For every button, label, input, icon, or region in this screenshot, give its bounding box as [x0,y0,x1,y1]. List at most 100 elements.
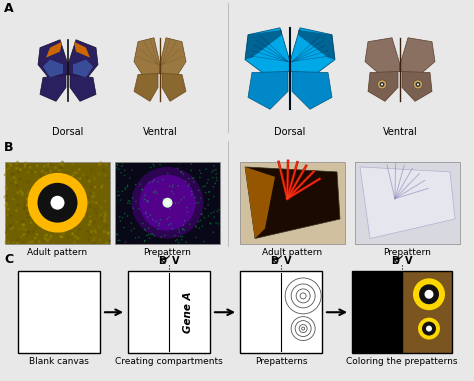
Circle shape [54,220,57,223]
Text: Dorsal: Dorsal [274,127,306,137]
Circle shape [51,171,54,174]
Circle shape [65,161,68,164]
Circle shape [17,218,20,221]
Circle shape [58,228,61,231]
Circle shape [73,179,76,182]
Circle shape [210,223,211,225]
Circle shape [200,197,201,199]
Circle shape [67,165,70,168]
Circle shape [15,175,18,178]
Circle shape [138,237,140,238]
Circle shape [9,181,12,184]
Circle shape [9,162,12,165]
Circle shape [80,184,83,187]
Circle shape [132,207,134,209]
Polygon shape [368,72,398,101]
Text: Adult pattern: Adult pattern [27,248,88,258]
Circle shape [166,218,168,220]
Circle shape [116,233,117,235]
Circle shape [108,178,111,181]
Circle shape [144,195,146,196]
Circle shape [64,172,67,175]
Circle shape [207,179,209,181]
Circle shape [97,169,100,171]
Circle shape [153,191,155,193]
Circle shape [177,168,179,169]
Circle shape [122,217,123,218]
Circle shape [8,241,10,243]
Circle shape [135,184,137,186]
Circle shape [108,201,110,204]
Circle shape [31,188,34,191]
Text: Gene A: Gene A [183,291,193,333]
Circle shape [46,185,50,188]
Circle shape [64,210,66,213]
Circle shape [79,176,82,179]
Circle shape [210,213,212,214]
Circle shape [208,215,209,217]
Bar [115,162,220,243]
Circle shape [65,162,68,165]
Polygon shape [40,75,66,101]
Circle shape [48,228,51,231]
Circle shape [182,173,184,175]
Circle shape [79,169,82,172]
Circle shape [93,180,97,183]
Text: D: D [391,256,399,266]
Circle shape [178,242,180,243]
Circle shape [100,200,102,203]
Circle shape [31,174,34,177]
Circle shape [16,186,19,189]
Text: C: C [4,253,13,266]
Text: V: V [172,256,180,266]
Circle shape [131,167,203,239]
Circle shape [80,176,83,179]
Circle shape [78,193,81,196]
Circle shape [148,182,150,183]
Circle shape [124,170,126,171]
Circle shape [98,215,101,218]
Circle shape [12,173,15,176]
Circle shape [153,179,155,181]
Circle shape [46,220,49,223]
Polygon shape [290,28,335,75]
Circle shape [210,223,211,224]
Circle shape [103,173,107,176]
Polygon shape [245,30,282,59]
Circle shape [35,200,38,203]
Circle shape [11,242,14,245]
Circle shape [422,322,436,336]
Circle shape [24,227,27,229]
Circle shape [23,192,26,195]
Polygon shape [134,38,160,77]
Circle shape [61,189,64,192]
Circle shape [9,221,11,224]
Circle shape [64,227,67,230]
Circle shape [19,162,22,165]
Text: B: B [4,141,13,154]
Circle shape [19,183,22,186]
Circle shape [133,228,135,229]
Circle shape [216,177,217,178]
Circle shape [7,169,10,172]
Circle shape [191,191,192,192]
Circle shape [377,80,386,89]
Circle shape [127,186,128,187]
Circle shape [81,214,83,217]
Circle shape [43,196,46,199]
Circle shape [191,177,193,179]
Circle shape [145,211,147,213]
Circle shape [162,198,164,200]
Circle shape [179,162,181,163]
Circle shape [47,215,50,218]
Circle shape [115,230,116,231]
Circle shape [33,181,36,184]
Circle shape [122,190,123,192]
Circle shape [39,209,42,212]
Circle shape [202,186,203,187]
Circle shape [147,183,188,223]
Polygon shape [400,38,435,75]
Circle shape [49,176,52,179]
Circle shape [146,200,148,202]
Circle shape [115,176,117,178]
